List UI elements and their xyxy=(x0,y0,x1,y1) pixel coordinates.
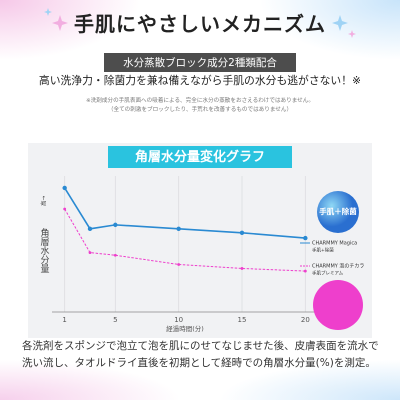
data-point xyxy=(113,253,117,257)
x-axis-label: 経過時間(分) xyxy=(166,324,204,333)
data-point xyxy=(239,230,245,235)
data-point xyxy=(303,235,308,241)
badge-label: 手肌＋除菌 xyxy=(319,206,357,216)
x-tick-label: 1 xyxy=(62,316,66,324)
data-point xyxy=(62,185,67,191)
note: ※洗剤成分の手肌表面への吸着による、完全に水分の蒸散をおさえるわけではありません… xyxy=(86,98,314,104)
x-tick-label: 20 xyxy=(301,316,310,324)
data-point xyxy=(240,267,244,270)
x-tick-label: 5 xyxy=(113,316,117,324)
lead: 高い洗浄力・除菌力を兼ね備えながら手肌の水分も逃がさない！※ xyxy=(38,74,362,87)
chart-title-banner xyxy=(108,146,292,168)
y-axis-arrow: 高→ xyxy=(40,195,48,206)
badge-circle xyxy=(313,280,363,330)
data-point xyxy=(177,263,181,266)
badge-circle xyxy=(317,191,359,233)
legend-sublabel: 手肌+除菌 xyxy=(312,247,334,254)
badge: 水分蒸散ブロック成分2種類配合 xyxy=(104,53,296,72)
sparkles xyxy=(44,8,356,38)
data-point xyxy=(303,269,307,273)
data-point xyxy=(113,222,118,228)
title: 手肌にやさしいメカニズム xyxy=(74,12,326,36)
y-axis-label: 角層水分量 xyxy=(39,227,50,273)
chart-title: 角層水分量変化グラフ xyxy=(135,149,265,165)
legend-label: CHARMMY Magica xyxy=(312,241,357,247)
legend-label: CHARMMY 泡のチカラ xyxy=(312,263,364,270)
data-point xyxy=(63,207,67,211)
series-line xyxy=(64,208,306,272)
data-point xyxy=(87,226,93,232)
data-point xyxy=(176,226,181,232)
x-tick-label: 10 xyxy=(174,316,183,324)
data-point xyxy=(88,251,92,255)
footer-text: 各洗剤をスポンジで泡立て泡を肌にのせてなじませた後、皮膚表面を流水で洗い流し、タ… xyxy=(22,340,379,369)
note: （全ての刺激をブロックしたり、手荒れを改善するものではありません） xyxy=(107,107,293,113)
x-tick-label: 15 xyxy=(238,316,247,324)
legend-sublabel: 手肌プレミアム xyxy=(312,270,344,277)
series-line xyxy=(63,187,306,239)
